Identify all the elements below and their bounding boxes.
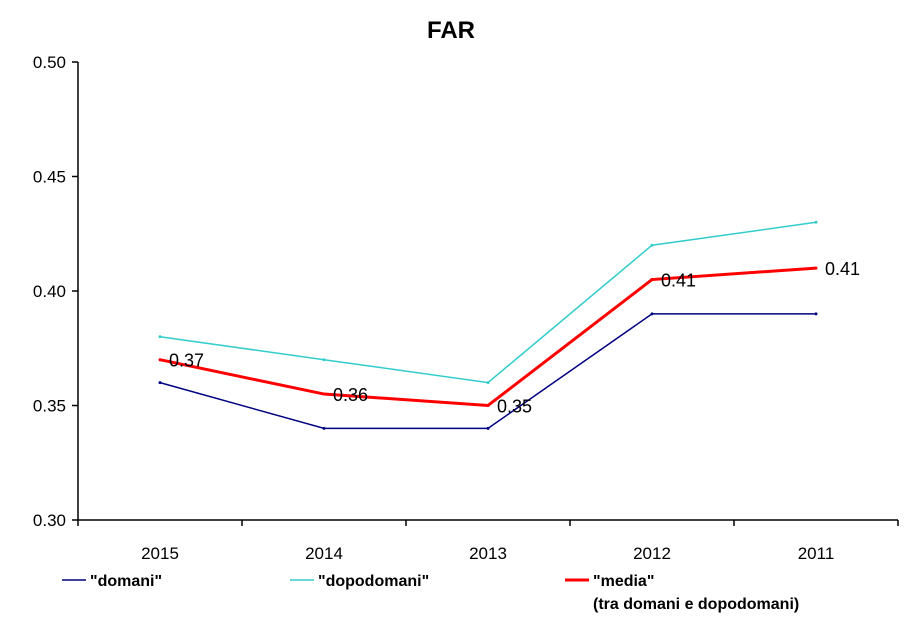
series-line-2: [159, 266, 817, 408]
data-point: [650, 278, 654, 282]
series-group: [158, 220, 818, 430]
data-point: [322, 358, 326, 362]
data-point: [322, 392, 326, 396]
legend-label-1: "dopodomani": [318, 573, 429, 590]
y-tick-label: 0.30: [33, 511, 66, 530]
y-tick-label: 0.35: [33, 397, 66, 416]
data-label: 0.37: [169, 351, 204, 371]
y-tick-label: 0.45: [33, 168, 66, 187]
x-tick-label: 2013: [469, 544, 507, 563]
data-point: [814, 312, 818, 316]
data-point: [158, 335, 162, 339]
data-point: [158, 381, 162, 385]
legend: "domani" "dopodomani" "media" (tra domani e…: [62, 573, 799, 613]
data-label: 0.41: [661, 271, 696, 291]
data-point: [650, 243, 654, 247]
x-tick-label: 2015: [141, 544, 179, 563]
legend-label-2: "media": [593, 573, 654, 590]
series-line-0: [159, 313, 816, 430]
data-point: [486, 404, 490, 407]
chart-title: FAR: [427, 17, 475, 44]
x-tick-label: 2011: [798, 544, 835, 563]
data-point: [814, 266, 818, 270]
x-tick-label: 2012: [633, 544, 671, 563]
y-tick-label: 0.40: [33, 282, 66, 301]
axes: 0.30 0.35 0.40 0.45 0.50 2015 2014 2013 2012 2011: [33, 53, 899, 563]
data-label: 0.41: [825, 259, 860, 279]
legend-label-0: "domani": [90, 573, 162, 590]
series-line-1: [159, 221, 817, 384]
data-point: [322, 426, 326, 430]
data-point: [486, 381, 490, 385]
legend-label-2-line2: (tra domani e dopodomani): [593, 596, 799, 613]
data-label: 0.35: [497, 397, 532, 417]
x-tick-label: 2014: [305, 544, 343, 563]
data-point: [650, 312, 654, 316]
data-label: 0.36: [333, 385, 368, 405]
data-point: [158, 358, 162, 362]
data-point: [486, 426, 490, 430]
y-tick-label: 0.50: [33, 53, 66, 72]
data-labels: 0.37 0.36 0.35 0.41 0.41: [169, 259, 860, 416]
data-point: [814, 220, 818, 224]
